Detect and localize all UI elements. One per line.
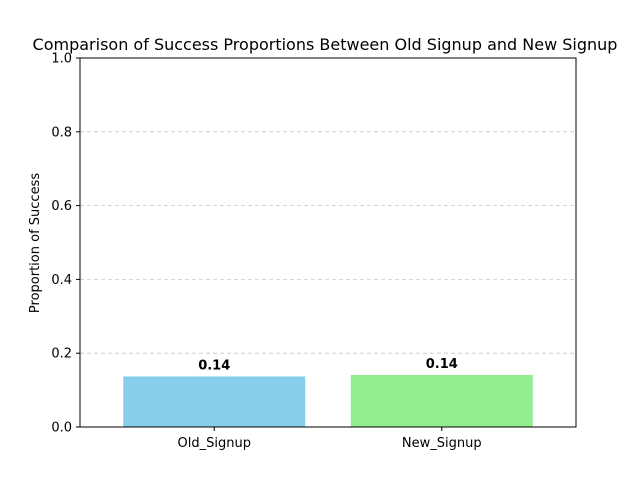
x-axis-ticks: Old_Signup New_Signup (178, 427, 482, 451)
x-tick-label: Old_Signup (178, 436, 251, 451)
bar-old-signup (123, 376, 306, 427)
y-tick-label: 0.6 (51, 199, 72, 214)
y-tick-label: 0.0 (51, 421, 72, 436)
bars (123, 374, 533, 427)
y-tick-label: 0.2 (51, 347, 72, 362)
x-tick-label: New_Signup (402, 436, 482, 451)
plot-frame (79, 57, 577, 428)
y-tick-label: 1.0 (51, 52, 72, 67)
y-tick-label: 0.4 (51, 273, 72, 288)
y-tick-label: 0.8 (51, 125, 72, 140)
data-label: 0.14 (426, 357, 458, 372)
grid-lines (80, 131, 576, 354)
data-label: 0.14 (198, 358, 230, 373)
y-axis-ticks: 0.0 0.2 0.4 0.6 0.8 1.0 (51, 52, 80, 436)
y-axis-label: Proportion of Success (28, 173, 43, 313)
bar-new-signup (350, 374, 533, 427)
chart-title: Comparison of Success Proportions Betwee… (33, 35, 618, 54)
data-labels: 0.14 0.14 (198, 357, 458, 373)
